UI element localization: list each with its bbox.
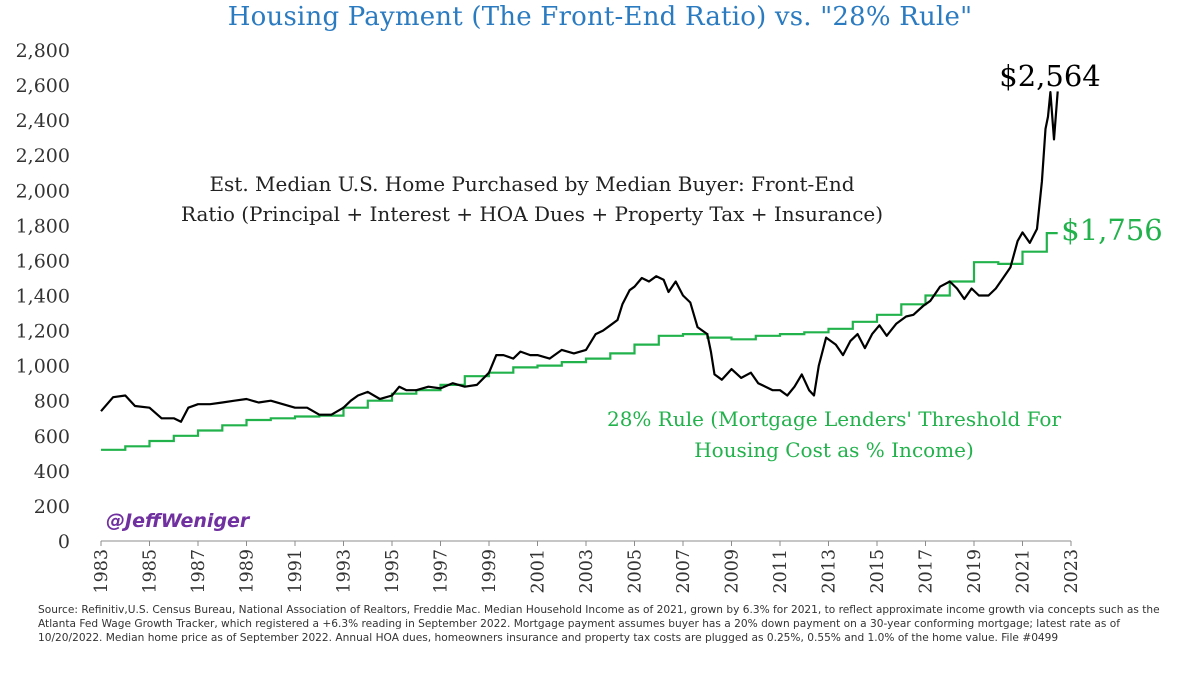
- x-tick-label: 1983: [92, 549, 112, 594]
- rule-label-line-2: Housing Cost as % Income): [694, 438, 974, 462]
- x-tick-label: 2017: [917, 549, 937, 594]
- x-tick-label: 2013: [820, 549, 840, 594]
- x-tick-label: 1995: [383, 549, 403, 594]
- y-tick-label: 1,000: [16, 356, 70, 378]
- y-tick-label: 400: [34, 461, 70, 483]
- x-tick-label: 1985: [141, 549, 161, 594]
- author-handle: @JeffWeniger: [106, 510, 251, 532]
- chart-area: 0 200 400 600 800 1,000 1,200 1,400 1,600 1,800 2,…: [16, 40, 1163, 594]
- y-tick-label: 1,200: [16, 321, 70, 343]
- y-tick-label: 800: [34, 391, 70, 413]
- x-tick-label: 1997: [432, 549, 452, 594]
- x-tick-label: 2023: [1062, 549, 1082, 594]
- housing-payment-line: [100, 91, 1059, 423]
- y-tick-label: 2,600: [16, 75, 70, 97]
- chart-title: Housing Payment (The Front-End Ratio) vs…: [227, 2, 973, 32]
- y-tick-label: 2,200: [16, 145, 70, 167]
- x-tick-label: 2001: [529, 549, 549, 594]
- x-tick-label: 2011: [771, 549, 791, 594]
- series-label-line-2: Ratio (Principal + Interest + HOA Dues +…: [181, 202, 883, 226]
- last-value-label-black: $2,564: [999, 59, 1100, 93]
- y-axis: 0 200 400 600 800 1,000 1,200 1,400 1,600 1,800 2,…: [16, 40, 70, 553]
- x-tick-label: 1987: [189, 549, 209, 594]
- x-tick-label: 1989: [238, 549, 258, 594]
- x-tick-label: 1993: [335, 549, 355, 594]
- y-tick-label: 1,800: [16, 215, 70, 237]
- y-tick-label: 600: [34, 426, 70, 448]
- x-tick-label: 1991: [286, 549, 306, 594]
- y-tick-label: 2,800: [16, 40, 70, 62]
- x-tick-label: 2005: [626, 549, 646, 594]
- y-tick-label: 1,400: [16, 286, 70, 308]
- y-tick-label: 1,600: [16, 250, 70, 272]
- rule-label-line-1: 28% Rule (Mortgage Lenders' Threshold Fo…: [607, 407, 1061, 431]
- y-tick-label: 0: [58, 531, 70, 553]
- series-label-line-1: Est. Median U.S. Home Purchased by Media…: [209, 172, 854, 196]
- x-tick-label: 2009: [723, 549, 743, 594]
- last-value-label-green: $1,756: [1061, 213, 1162, 247]
- x-tick-label: 2019: [965, 549, 985, 594]
- x-tick-label: 1999: [480, 549, 500, 594]
- source-note: Source: Refinitiv,U.S. Census Bureau, Na…: [38, 604, 1160, 644]
- y-tick-label: 200: [34, 496, 70, 518]
- x-tick-label: 2021: [1014, 549, 1034, 594]
- y-tick-label: 2,000: [16, 180, 70, 202]
- x-tick-label: 2015: [868, 549, 888, 594]
- x-tick-label: 2007: [674, 549, 694, 594]
- rule-28-percent-line: [101, 232, 1058, 451]
- x-axis: 1983 1985 1987 1989 1991 1993 1995 1997 1999 2001…: [92, 540, 1082, 594]
- y-tick-label: 2,400: [16, 110, 70, 132]
- x-tick-label: 2003: [577, 549, 597, 594]
